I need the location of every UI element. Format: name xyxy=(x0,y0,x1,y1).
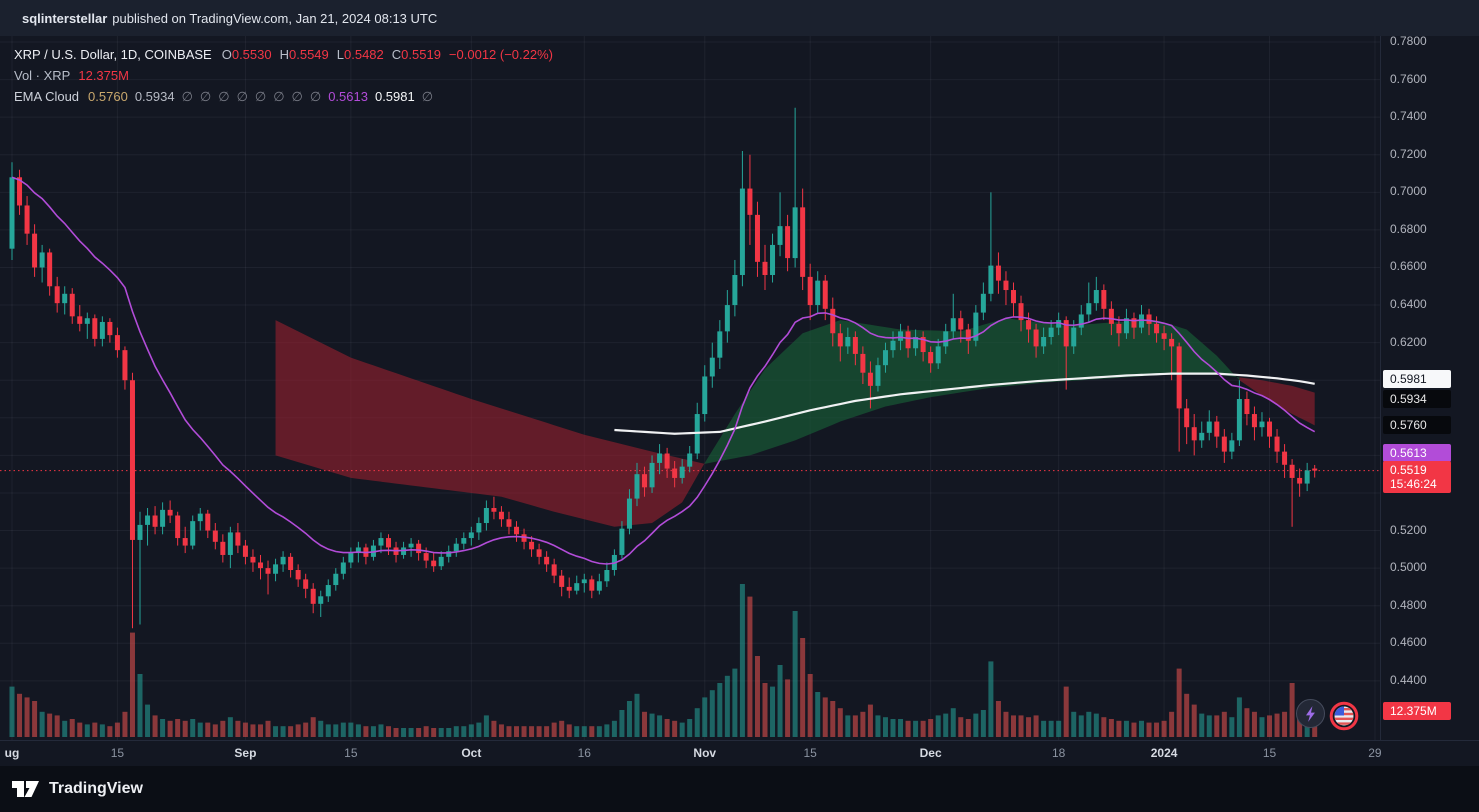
price-badge-0.5760: 0.5760 xyxy=(1383,416,1451,435)
high-label: H xyxy=(279,47,289,62)
price-axis-label: 0.4400 xyxy=(1390,672,1427,687)
price-axis-label: 0.7600 xyxy=(1390,71,1427,86)
price-axis-label: 0.4800 xyxy=(1390,597,1427,612)
low-label: L xyxy=(336,47,344,62)
price-badge-0.5934: 0.5934 xyxy=(1383,389,1451,408)
ema-cloud-values: 0.5760 0.5934 ∅ ∅ ∅ ∅ ∅ ∅ ∅ ∅ 0.5613 0.5981 ∅ xyxy=(88,89,440,105)
symbol-title: XRP / U.S. Dollar, 1D, COINBASE xyxy=(14,47,212,62)
ema-value: ∅ xyxy=(199,88,212,104)
time-axis-label: Sep xyxy=(234,746,257,760)
price-axis-label: 0.5000 xyxy=(1390,560,1427,575)
time-axis-label: 15 xyxy=(1262,746,1277,760)
ema-value: 0.5760 xyxy=(88,88,128,104)
volume-legend-row[interactable]: Vol · XRP 12.375M xyxy=(14,65,553,86)
price-badge-0.5613: 0.5613 xyxy=(1383,443,1451,462)
time-axis-label: 29 xyxy=(1368,746,1382,760)
symbol-legend-row[interactable]: XRP / U.S. Dollar, 1D, COINBASE O0.5530 … xyxy=(14,44,553,65)
price-axis-label: 0.6400 xyxy=(1390,297,1427,312)
footer-bar: TradingView xyxy=(0,766,1479,812)
price-axis-label: 0.6600 xyxy=(1390,259,1427,274)
ema-value: 0.5934 xyxy=(134,88,175,104)
time-axis-label: 18 xyxy=(1051,746,1066,760)
price-axis[interactable]: 12.375M 0.7800 0.7600 0.7400 0.7200 0.7000 0.… xyxy=(1380,34,1479,766)
ema-value: ∅ xyxy=(421,88,434,104)
volume-value: 12.375M xyxy=(78,68,129,83)
price-chart-canvas[interactable] xyxy=(0,36,1380,740)
time-axis-label: 15 xyxy=(344,746,358,760)
lightning-boost-icon[interactable] xyxy=(1296,699,1325,728)
time-axis-label: 15 xyxy=(110,746,125,760)
time-axis-label: 16 xyxy=(577,746,591,760)
price-axis-label: 0.5200 xyxy=(1390,522,1427,537)
ema-value: 0.5613 xyxy=(328,88,368,104)
price-axis-label: 0.7400 xyxy=(1390,109,1427,124)
price-axis-label: 0.6200 xyxy=(1390,334,1427,349)
low-value: 0.5482 xyxy=(344,47,384,62)
author-name: sqlinterstellar xyxy=(22,10,108,26)
ema-cloud-legend-row[interactable]: EMA Cloud 0.5760 0.5934 ∅ ∅ ∅ ∅ ∅ ∅ ∅ ∅ 0.5613 0.59… xyxy=(14,86,553,107)
tradingview-logo-icon[interactable] xyxy=(12,778,40,800)
flag-icon[interactable] xyxy=(1329,701,1359,731)
flag-roundel xyxy=(1329,701,1359,731)
time-axis-label: 15 xyxy=(803,746,817,760)
price-change: −0.0012 (−0.22%) xyxy=(448,47,553,62)
price-badge-0.5981: 0.5981 xyxy=(1383,369,1451,388)
ema-value: ∅ xyxy=(254,88,267,104)
time-axis-label: ug xyxy=(4,746,20,760)
ema-value: 0.5981 xyxy=(374,88,415,104)
volume-badge: 12.375M xyxy=(1383,702,1451,720)
ema-value: ∅ xyxy=(291,88,303,104)
ema-value: ∅ xyxy=(218,88,230,104)
open-value: 0.5530 xyxy=(231,47,272,62)
ema-value: ∅ xyxy=(236,88,248,104)
ema-value: ∅ xyxy=(181,88,193,104)
volume-label: Vol · XRP xyxy=(14,68,71,83)
open-label: O xyxy=(221,47,232,62)
time-axis-label: Nov xyxy=(693,746,717,760)
ema-value: ∅ xyxy=(309,88,322,104)
chart-legend: XRP / U.S. Dollar, 1D, COINBASE O0.5530 … xyxy=(14,44,553,107)
time-axis[interactable]: ug 15 Sep 15 Oct 16 Nov 15 Dec 18 2024 15 29 xyxy=(0,740,1479,766)
price-axis-label: 0.7000 xyxy=(1390,184,1427,199)
price-axis-label: 0.6800 xyxy=(1390,221,1427,236)
ema-cloud-label: EMA Cloud xyxy=(14,89,80,104)
bar-countdown: 15:46:24 xyxy=(1390,476,1437,491)
brand-name[interactable]: TradingView xyxy=(49,780,143,797)
time-axis-label: Dec xyxy=(919,746,942,760)
price-badge-0.5519: 0.5519 15:46:24 xyxy=(1383,460,1451,493)
publication-text: published on TradingView.com, Jan 21, 20… xyxy=(112,10,438,26)
publication-bar: sqlinterstellar published on TradingView… xyxy=(0,0,1479,36)
ema-value: ∅ xyxy=(273,88,285,104)
price-axis-label: 0.7200 xyxy=(1390,146,1427,161)
lightning-glyph xyxy=(1305,705,1315,722)
high-value: 0.5549 xyxy=(289,47,329,62)
time-axis-label: Oct xyxy=(461,746,482,760)
price-axis-label: 0.7800 xyxy=(1390,34,1427,48)
time-axis-label: 2024 xyxy=(1150,746,1178,760)
close-label: C xyxy=(391,47,402,62)
price-axis-label: 0.4600 xyxy=(1390,635,1427,650)
close-value: 0.5519 xyxy=(401,47,441,62)
